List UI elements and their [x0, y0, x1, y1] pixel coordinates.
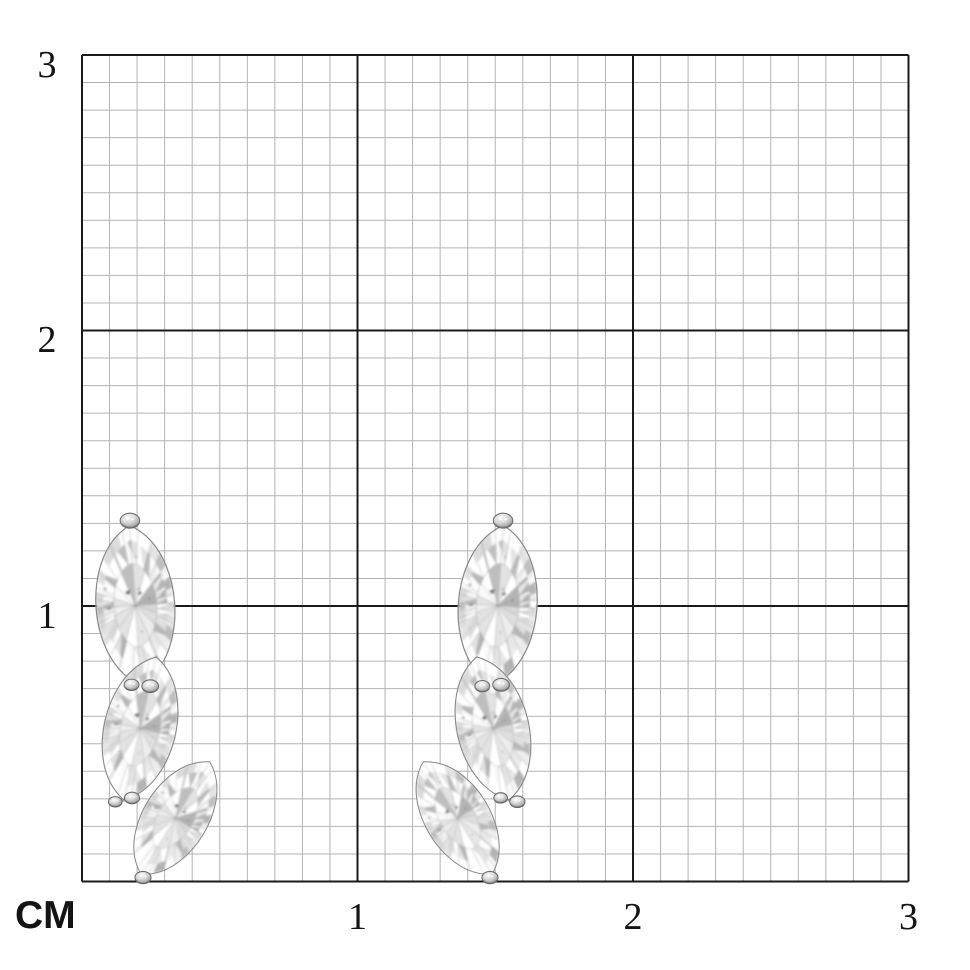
- svg-text:1: 1: [38, 595, 57, 637]
- svg-text:2: 2: [624, 896, 643, 938]
- svg-text:3: 3: [38, 44, 57, 86]
- svg-text:2: 2: [38, 319, 57, 361]
- svg-text:3: 3: [899, 896, 918, 938]
- svg-text:CM: CM: [15, 894, 76, 937]
- svg-text:1: 1: [348, 896, 367, 938]
